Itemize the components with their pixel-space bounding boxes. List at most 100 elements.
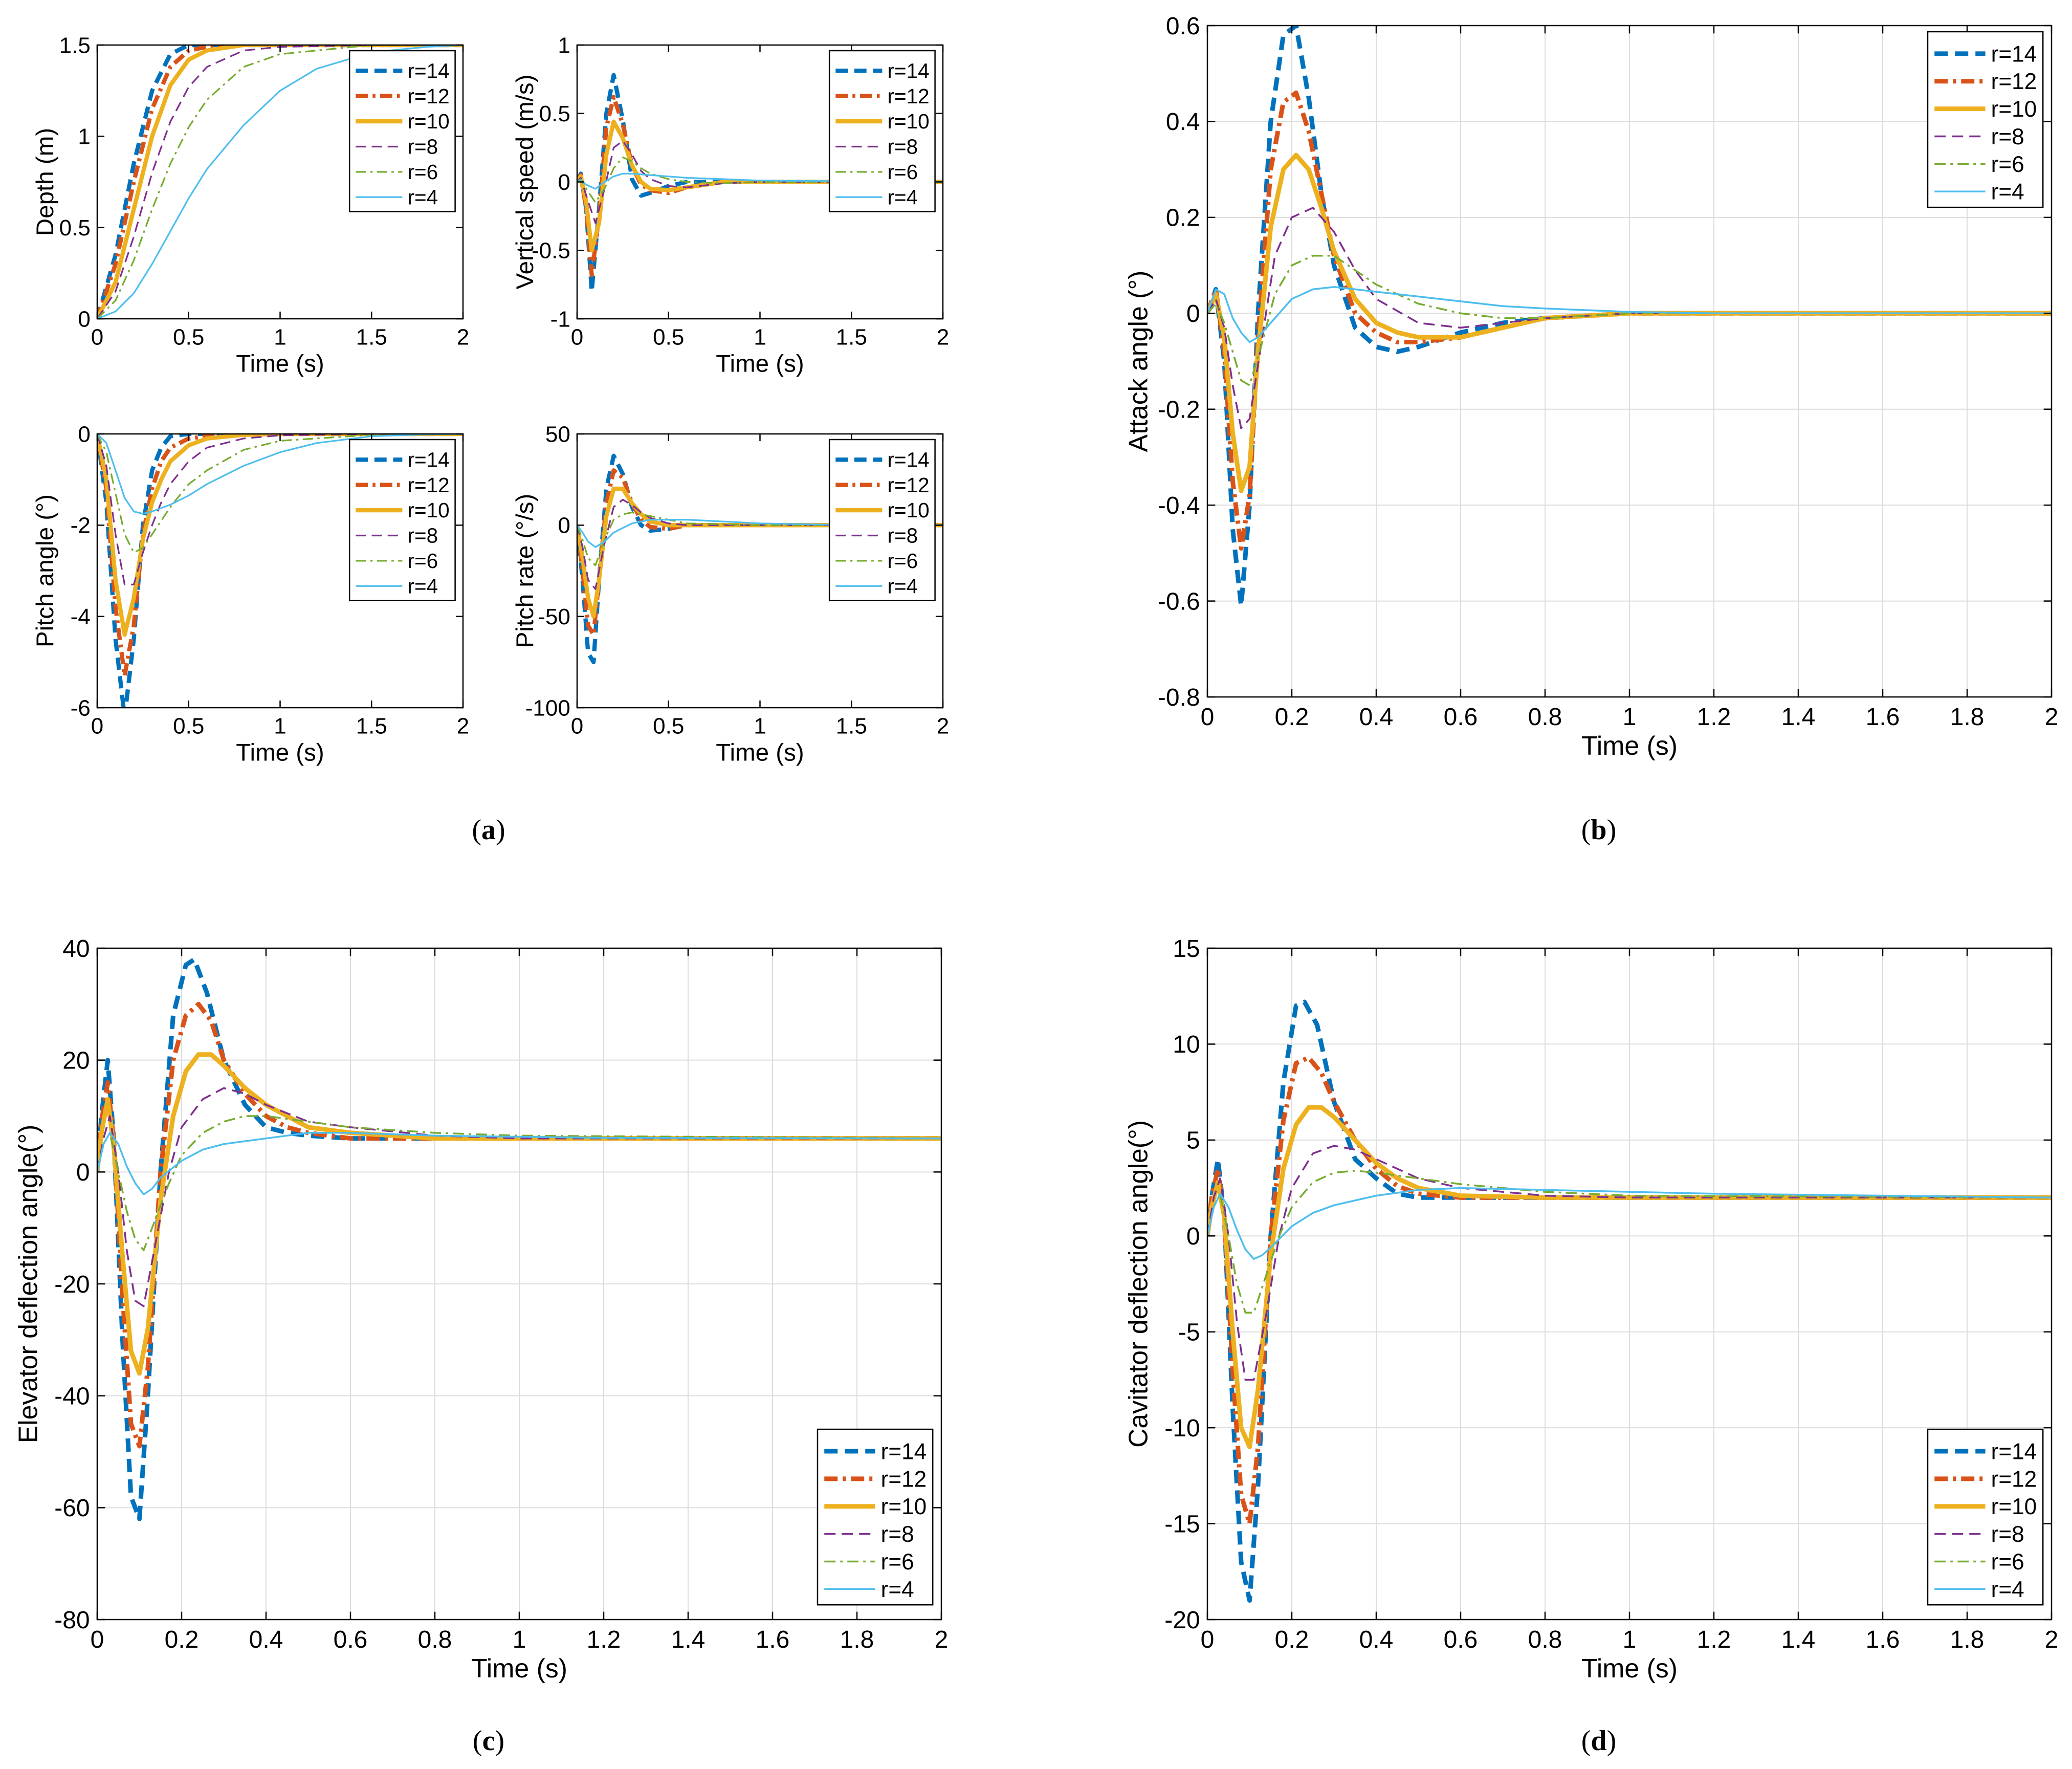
x-tick-label: 1.2 bbox=[1697, 1626, 1731, 1653]
y-tick-label: -40 bbox=[54, 1383, 90, 1410]
x-tick-label: 1.5 bbox=[356, 714, 387, 739]
x-tick-label: 0.4 bbox=[249, 1626, 283, 1653]
x-tick-label: 1 bbox=[513, 1626, 526, 1653]
y-tick-label: 0.2 bbox=[1166, 205, 1200, 232]
series-layer bbox=[97, 957, 941, 1521]
series-layer bbox=[1207, 26, 2052, 608]
legend-label: r=4 bbox=[887, 185, 918, 209]
y-axis-label: Attack angle (°) bbox=[1123, 271, 1153, 452]
series-layer bbox=[577, 453, 943, 664]
legend-item: r=12 bbox=[824, 1467, 927, 1492]
legend-box bbox=[828, 439, 936, 601]
x-axis-label: Time (s) bbox=[236, 350, 324, 377]
legend: r=14r=12r=10r=8r=6r=4 bbox=[1927, 31, 2044, 208]
legend-box bbox=[1927, 1428, 2044, 1606]
legend-box bbox=[348, 50, 456, 212]
legend-item: r=14 bbox=[835, 59, 930, 82]
legend-item: r=10 bbox=[1934, 97, 2037, 122]
x-tick-label: 1 bbox=[1623, 704, 1637, 731]
x-tick-label: 1.4 bbox=[1781, 704, 1816, 731]
legend-label: r=8 bbox=[887, 524, 918, 548]
y-tick-label: 15 bbox=[1173, 935, 1200, 963]
legend-box bbox=[817, 1428, 934, 1606]
x-tick-label: 1.5 bbox=[836, 325, 867, 350]
y-tick-label: 0.5 bbox=[539, 101, 570, 126]
legend-item: r=8 bbox=[824, 1522, 914, 1547]
legend-label: r=6 bbox=[887, 160, 918, 184]
series-line-r-10 bbox=[97, 45, 463, 319]
x-tick-label: 0 bbox=[571, 714, 583, 739]
series-line-r-8 bbox=[97, 45, 463, 319]
legend: r=14r=12r=10r=8r=6r=4 bbox=[1927, 1428, 2044, 1606]
legend-label: r=12 bbox=[407, 473, 449, 497]
x-tick-label: 2 bbox=[937, 325, 949, 350]
legend-label: r=6 bbox=[881, 1549, 914, 1575]
x-tick-label: 1.2 bbox=[1697, 704, 1731, 731]
x-axis-label: Time (s) bbox=[471, 1653, 567, 1683]
legend-item: r=6 bbox=[835, 160, 918, 184]
x-tick-label: 0.6 bbox=[1444, 1626, 1478, 1653]
x-tick-label: 1 bbox=[274, 325, 286, 350]
grid-lines bbox=[97, 948, 941, 1620]
legend-item: r=12 bbox=[835, 84, 930, 108]
y-axis-label: Pitch angle (°) bbox=[32, 494, 59, 647]
x-tick-label: 1 bbox=[754, 325, 766, 350]
legend-item: r=10 bbox=[356, 498, 450, 522]
legend-item: r=14 bbox=[835, 448, 930, 471]
legend-item: r=8 bbox=[835, 524, 918, 548]
legend-label: r=12 bbox=[1991, 69, 2037, 94]
caption-d: (d) bbox=[1581, 1725, 1616, 1757]
legend-item: r=10 bbox=[835, 498, 930, 522]
x-tick-label: 1 bbox=[1623, 1626, 1637, 1653]
y-tick-label: 1 bbox=[558, 33, 570, 58]
x-tick-label: 1.8 bbox=[1950, 704, 1985, 731]
legend-item: r=4 bbox=[835, 185, 918, 209]
x-tick-label: 2 bbox=[935, 1626, 949, 1653]
ticks: 0 0.2 0.4 0.6 0.8 1 1.2 1.4 1.6 1.8 2 -0.8 -0.6 -0.4 -… bbox=[1158, 13, 2058, 731]
ticks: 0 0.2 0.4 0.6 0.8 1 1.2 1.4 1.6 1.8 2 -20 -15 -10 -5 0 5… bbox=[1164, 935, 2058, 1653]
x-tick-label: 1.6 bbox=[1866, 704, 1900, 731]
y-tick-label: 1 bbox=[78, 124, 90, 149]
y-tick-label: -100 bbox=[525, 695, 570, 720]
y-tick-label: 10 bbox=[1173, 1031, 1200, 1058]
legend-item: r=4 bbox=[835, 574, 918, 598]
y-tick-label: 0 bbox=[558, 170, 570, 195]
series-line-r-14 bbox=[97, 434, 463, 708]
legend-label: r=12 bbox=[1991, 1467, 2037, 1492]
series-line-r-4 bbox=[97, 434, 463, 515]
chart-attack-angle: 0 0.2 0.4 0.6 0.8 1 1.2 1.4 1.6 1.8 2 -0.8 -0.6 -0.4 -… bbox=[1123, 13, 2058, 760]
x-tick-label: 2 bbox=[2045, 1626, 2059, 1653]
legend-item: r=4 bbox=[356, 185, 438, 209]
caption-a: (a) bbox=[472, 814, 505, 846]
y-axis-label: Vertical speed (m/s) bbox=[512, 75, 539, 290]
x-tick-label: 1.6 bbox=[1866, 1626, 1900, 1653]
x-tick-label: 0.5 bbox=[173, 325, 204, 350]
x-tick-label: 0.2 bbox=[1275, 1626, 1309, 1653]
y-tick-label: -2 bbox=[71, 513, 91, 538]
y-tick-label: 0 bbox=[1186, 1223, 1200, 1250]
ticks: 0 0.5 1 1.5 2 -6 -4 -2 0 bbox=[71, 422, 470, 738]
x-tick-label: 0.6 bbox=[334, 1626, 368, 1653]
y-tick-label: -0.5 bbox=[532, 238, 570, 264]
y-tick-label: 0.4 bbox=[1166, 108, 1200, 136]
legend-label: r=4 bbox=[887, 574, 918, 598]
series-line-r-6 bbox=[577, 156, 943, 204]
legend-label: r=14 bbox=[1991, 1439, 2037, 1464]
x-axis-label: Time (s) bbox=[236, 739, 324, 766]
series-layer bbox=[577, 73, 943, 294]
legend-label: r=8 bbox=[887, 135, 918, 159]
x-tick-label: 2 bbox=[937, 714, 949, 739]
x-tick-label: 1.8 bbox=[840, 1626, 874, 1653]
y-tick-label: 0.6 bbox=[1166, 13, 1200, 40]
legend-label: r=8 bbox=[881, 1522, 914, 1547]
legend-box bbox=[348, 439, 456, 601]
x-tick-label: 0 bbox=[571, 325, 583, 350]
legend-label: r=4 bbox=[407, 574, 438, 598]
legend-item: r=14 bbox=[824, 1439, 927, 1464]
series-line-r-6 bbox=[97, 45, 463, 319]
x-tick-label: 0.5 bbox=[173, 714, 204, 739]
